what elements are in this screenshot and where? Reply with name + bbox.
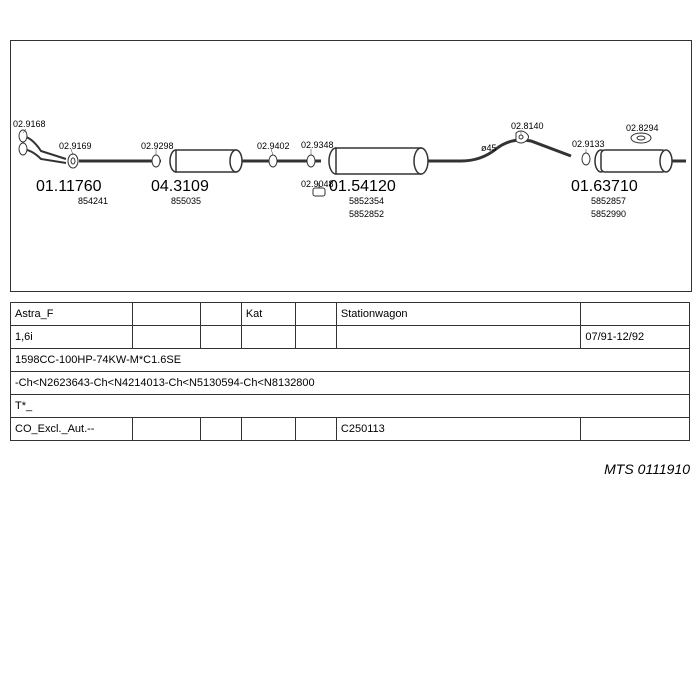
table-cell — [581, 418, 690, 441]
table-cell: CO_Excl._Aut.-- — [11, 418, 133, 441]
table-cell — [133, 303, 201, 326]
table-cell: 1,6i — [11, 326, 133, 349]
part-label: 02.9402 — [257, 141, 290, 151]
footer-text: MTS 0111910 — [10, 461, 690, 477]
part-label: 5852852 — [349, 209, 384, 219]
table-cell — [241, 418, 295, 441]
part-label: 01.63710 — [571, 178, 638, 196]
table-cell: Stationwagon — [336, 303, 580, 326]
part-label: 5852354 — [349, 196, 384, 206]
table-cell — [296, 303, 337, 326]
table-cell — [201, 303, 242, 326]
exhaust-diagram: 02.916802.916902.929802.940202.934802.90… — [10, 40, 692, 292]
table-cell — [133, 418, 201, 441]
table-row: CO_Excl._Aut.-- C250113 — [11, 418, 690, 441]
table-row: 1598CC-100HP-74KW-M*C1.6SE — [11, 349, 690, 372]
part-label: 02.9348 — [301, 140, 334, 150]
spec-table: Astra_F Kat Stationwagon 1,6i 07/91-12/92159… — [10, 302, 690, 441]
part-label: 02.9133 — [572, 139, 605, 149]
part-label: 01.11760 — [36, 178, 102, 196]
table-row: -Ch<N2623643-Ch<N4214013-Ch<N5130594-Ch<… — [11, 372, 690, 395]
exhaust-svg — [11, 41, 691, 291]
table-cell: 1598CC-100HP-74KW-M*C1.6SE — [11, 349, 690, 372]
table-cell — [133, 326, 201, 349]
table-cell: Astra_F — [11, 303, 133, 326]
part-label: 854241 — [78, 196, 108, 206]
table-cell: -Ch<N2623643-Ch<N4214013-Ch<N5130594-Ch<… — [11, 372, 690, 395]
table-row: T*_ — [11, 395, 690, 418]
table-cell — [296, 326, 337, 349]
part-label: 5852857 — [591, 196, 626, 206]
part-label: 5852990 — [591, 209, 626, 219]
part-label: 02.8140 — [511, 121, 544, 131]
part-label: ø45 — [481, 143, 497, 153]
part-label: 855035 — [171, 196, 201, 206]
part-label: 02.8294 — [626, 123, 659, 133]
table-row: Astra_F Kat Stationwagon — [11, 303, 690, 326]
table-cell — [581, 303, 690, 326]
part-label: 01.54120 — [329, 178, 396, 196]
part-label: 02.9168 — [13, 119, 46, 129]
table-cell: T*_ — [11, 395, 690, 418]
part-label: 02.9169 — [59, 141, 92, 151]
part-label: 04.3109 — [151, 178, 209, 196]
table-cell — [336, 326, 580, 349]
table-cell: C250113 — [336, 418, 580, 441]
table-cell: Kat — [241, 303, 295, 326]
table-cell: 07/91-12/92 — [581, 326, 690, 349]
table-cell — [201, 326, 242, 349]
table-cell — [201, 418, 242, 441]
table-cell — [296, 418, 337, 441]
table-cell — [241, 326, 295, 349]
table-row: 1,6i 07/91-12/92 — [11, 326, 690, 349]
part-label: 02.9298 — [141, 141, 174, 151]
